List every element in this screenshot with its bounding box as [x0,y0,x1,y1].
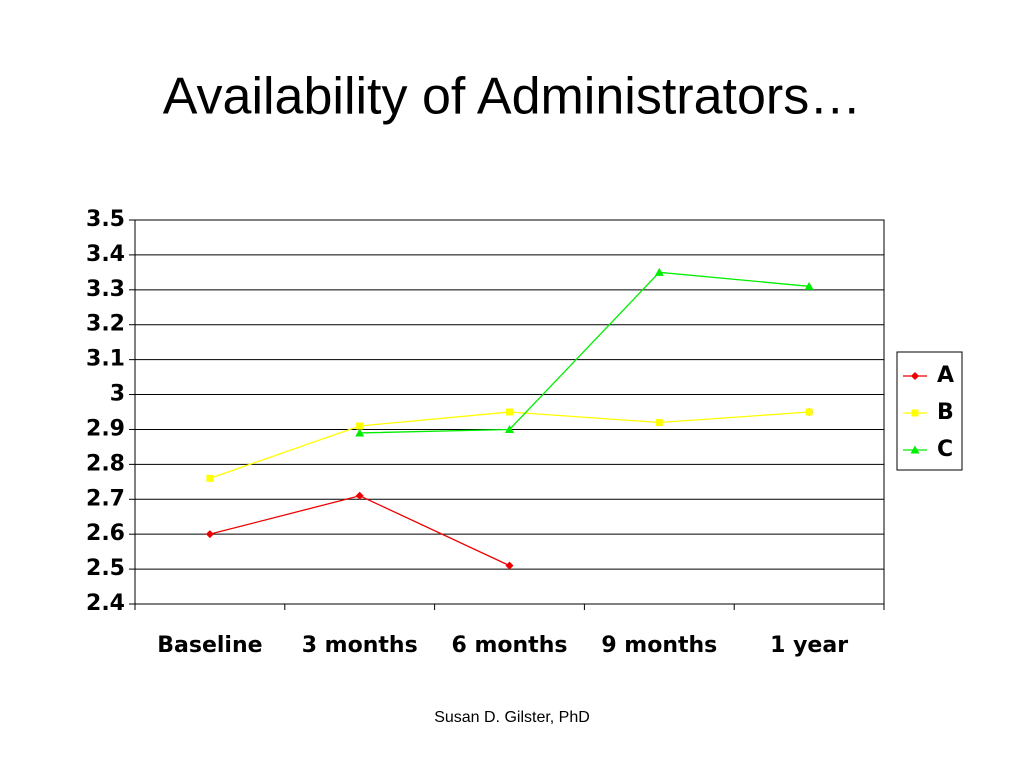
x-tick-label: Baseline [157,633,262,658]
footer: Susan D. Gilster, PhD [434,709,590,726]
x-tick-label: 1 year [770,633,848,658]
marker [506,408,513,416]
y-tick-label: 3 [110,382,125,407]
y-tick-label: 3.4 [86,242,125,267]
marker [911,372,919,380]
x-tick-label: 6 months [452,633,568,658]
marker [805,408,813,416]
y-tick-label: 2.5 [86,556,125,581]
marker [355,491,364,500]
legend-label: B [937,400,954,425]
marker [206,474,214,482]
marker [911,409,919,417]
y-tick-label: 3.1 [86,347,125,372]
legend-label: A [937,363,954,388]
marker [505,561,514,570]
series-line [210,412,809,566]
legend-label: C [937,437,953,462]
marker [910,445,920,454]
y-tick-label: 2.8 [86,451,125,476]
y-tick-label: 3.2 [86,312,125,337]
y-tick-label: 2.9 [86,416,125,441]
marker [356,422,364,430]
y-tick-label: 2.7 [86,486,125,511]
x-tick-label: 3 months [302,633,418,658]
y-tick-label: 3.3 [86,277,125,302]
marker [654,267,664,276]
series-line [359,271,810,434]
marker [505,424,514,433]
marker [804,281,814,290]
marker [655,418,663,426]
marker [205,530,214,539]
x-tick-label: 9 months [601,633,717,658]
marker [355,428,365,437]
y-tick-label: 2.4 [86,591,125,616]
chart-title: Availability of Administrators… [163,68,861,126]
series-line [209,411,810,479]
y-tick-label: 3.5 [86,207,125,232]
y-tick-label: 2.6 [86,521,125,546]
